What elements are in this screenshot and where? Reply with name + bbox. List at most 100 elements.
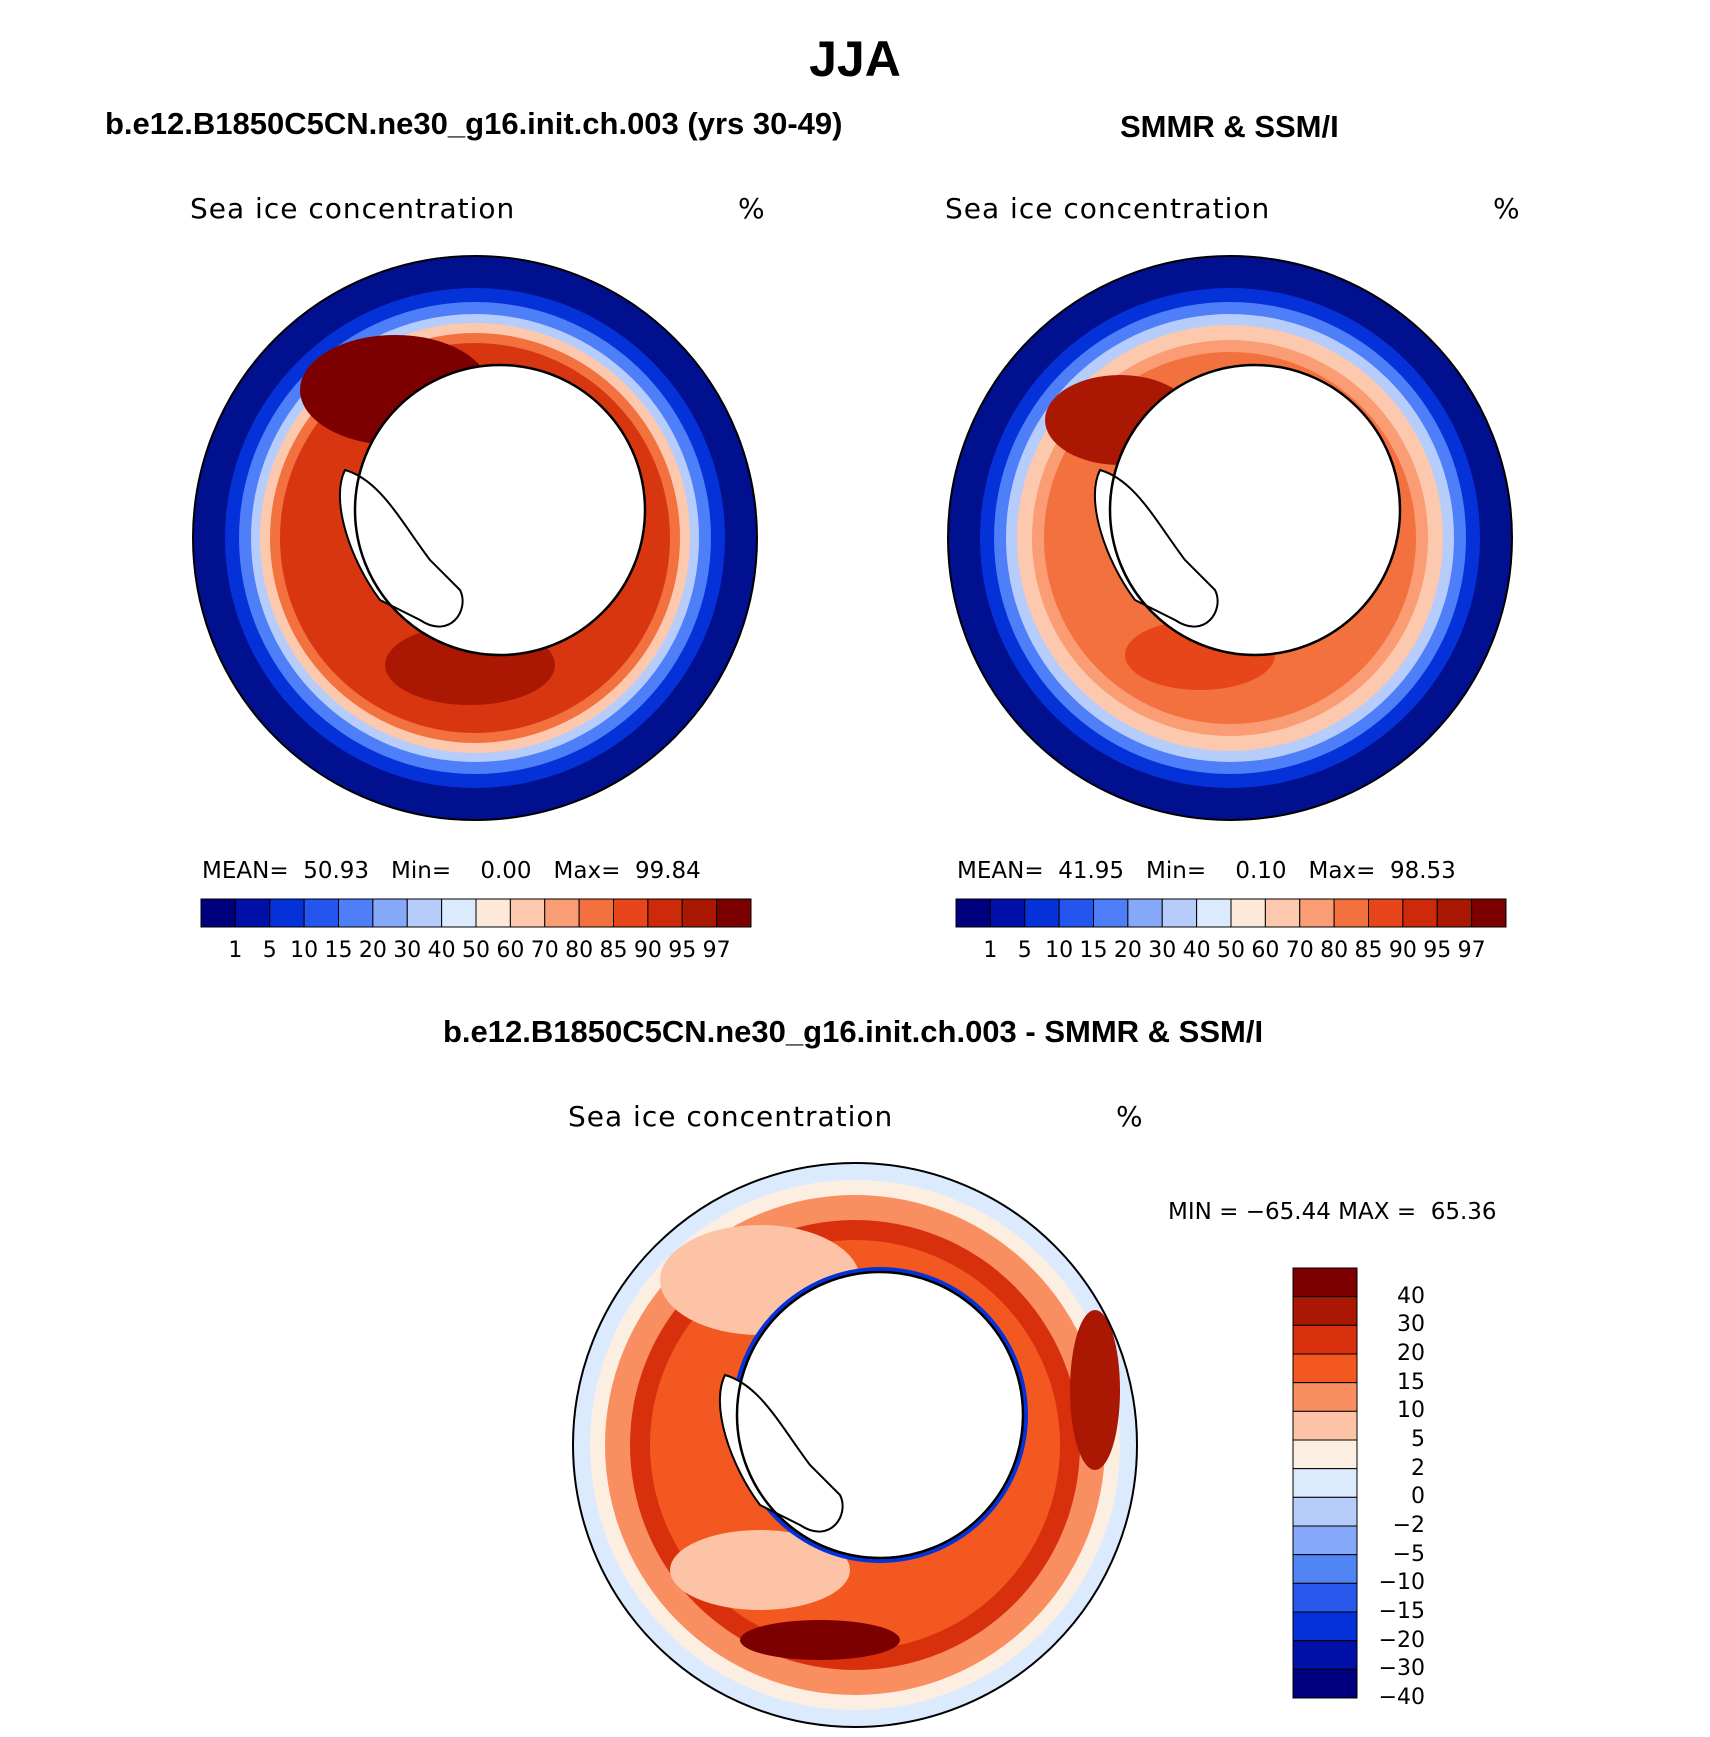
panel1-ice-band-40 xyxy=(251,314,699,762)
panel2-colorbar-box-11 xyxy=(1333,898,1369,928)
panel3-colorbar-tick-8: −2 xyxy=(1392,1513,1425,1538)
panel1-ice-band-85 xyxy=(270,333,680,743)
panel1-colorbar-box-8 xyxy=(475,898,511,928)
panel2-colorbar-tick-12: 90 xyxy=(1388,938,1417,963)
panel3-colorbar-tick-3: 15 xyxy=(1397,1369,1425,1395)
panel3-colorbar-box-12 xyxy=(1292,1611,1358,1642)
panel3-variable-label: Sea ice concentration xyxy=(568,1100,894,1133)
panel1-colorbar-box-9 xyxy=(509,898,546,928)
panel2-title: SMMR & SSM/I xyxy=(1120,109,1339,144)
panel2-colorbar-tick-10: 80 xyxy=(1320,938,1349,963)
panel1-title: b.e12.B1850C5CN.ne30_g16.init.ch.003 (yr… xyxy=(105,106,843,141)
panel3-title: b.e12.B1850C5CN.ne30_g16.init.ch.003 - S… xyxy=(443,1014,1264,1049)
panel1-colorbar-box-15 xyxy=(716,898,752,928)
panel3-colorbar-box-7 xyxy=(1292,1468,1358,1498)
panel1-stats: MEAN= 50.93 Min= 0.00 Max= 99.84 xyxy=(202,858,701,884)
panel2-units-label: % xyxy=(1493,192,1521,225)
panel2-continent-land xyxy=(1110,365,1400,655)
panel2-ice-band-1 xyxy=(948,256,1512,820)
figure-title: JJA xyxy=(809,31,901,87)
panel2-ice-band-85 xyxy=(1044,352,1416,724)
panel3-diff-band-0 xyxy=(590,1180,1120,1710)
panel1-colorbar-box-12 xyxy=(613,898,649,928)
panel2-colorbar-box-9 xyxy=(1264,898,1301,928)
panel2-max-value: 98.53 xyxy=(1389,858,1456,884)
panel2-colorbar-tick-9: 70 xyxy=(1285,938,1314,963)
panel1-colorbar-tick-9: 70 xyxy=(530,938,559,963)
panel3-coastal-negative xyxy=(732,1267,1028,1563)
panel3-colorbar-box-10 xyxy=(1292,1554,1358,1584)
panel3-weddell-low xyxy=(660,1225,860,1335)
panel3-indian-max xyxy=(1070,1310,1120,1470)
panel3-colorbar-box-1 xyxy=(1292,1296,1358,1326)
panel3-ross-edge-max xyxy=(740,1620,900,1660)
panel1-colorbar-tick-13: 95 xyxy=(668,938,697,963)
panel2-ice-band-5 xyxy=(980,288,1480,788)
panel1-colorbar-tick-0: 1 xyxy=(228,938,243,963)
panel3-colorbar-box-6 xyxy=(1292,1439,1358,1470)
panel3-colorbar-box-14 xyxy=(1292,1668,1358,1699)
panel2-coastline xyxy=(1108,363,1402,657)
panel2-colorbar-box-5 xyxy=(1127,898,1163,928)
panel2-ice-band-20 xyxy=(994,302,1466,774)
panel1-peninsula-outline xyxy=(338,468,464,628)
panel2-min-label: Min= xyxy=(1146,858,1207,884)
panel1-colorbar-tick-3: 15 xyxy=(324,938,353,963)
panel1-ice-band-1 xyxy=(193,256,757,820)
panel1-ice-band-5 xyxy=(225,288,725,788)
panel2-colorbar-box-2 xyxy=(1024,898,1060,928)
panel2-ice-band-80 xyxy=(1032,340,1428,736)
panel3-stats: MIN = −65.44 MAX = 65.36 xyxy=(1168,1199,1497,1225)
panel3-colorbar-box-5 xyxy=(1292,1410,1358,1441)
panel1-colorbar-tick-14: 97 xyxy=(702,938,731,963)
panel1-colorbar-box-10 xyxy=(544,898,580,928)
panel3-peninsula-outline xyxy=(718,1373,844,1533)
panel2-colorbar-tick-0: 1 xyxy=(983,938,998,963)
panel3-colorbar-tick-1: 30 xyxy=(1397,1312,1425,1338)
panel2-stats: MEAN= 41.95 Min= 0.10 Max= 98.53 xyxy=(957,858,1456,884)
panel1-colorbar-tick-8: 60 xyxy=(496,938,525,963)
panel1-colorbar-box-0 xyxy=(200,898,236,928)
panel3-min-label: MIN = xyxy=(1168,1199,1239,1225)
panel1-ice-band-90 xyxy=(280,343,670,733)
panel1-colorbar-tick-10: 80 xyxy=(565,938,594,963)
panel2-colorbar-tick-8: 60 xyxy=(1251,938,1280,963)
panel1-colorbar-tick-12: 90 xyxy=(633,938,662,963)
panel1-continent-land xyxy=(355,365,645,655)
panel3-colorbar-tick-10: −10 xyxy=(1378,1570,1425,1596)
panel2-ross-high xyxy=(1125,620,1275,690)
panel1-min-label: Min= xyxy=(391,858,452,884)
panel1-weddell-max xyxy=(300,335,490,445)
panel2-colorbar-box-7 xyxy=(1196,898,1232,928)
panel2-colorbar-box-4 xyxy=(1093,898,1129,928)
panel1-max-value: 99.84 xyxy=(634,858,701,884)
panel2-colorbar-tick-13: 95 xyxy=(1423,938,1452,963)
panel3-units-label: % xyxy=(1116,1100,1144,1133)
panel3-colorbar-box-2 xyxy=(1292,1324,1358,1355)
panel1-sea-ice-field xyxy=(193,256,757,820)
panel1-map-boundary xyxy=(192,255,758,821)
panel2-colorbar-tick-4: 20 xyxy=(1113,938,1142,963)
panel1-colorbar-box-1 xyxy=(234,898,271,928)
panel3-diff-band-10 xyxy=(605,1195,1105,1695)
panel2-mean-label: MEAN= xyxy=(957,858,1044,884)
panel1-ice-band-20 xyxy=(239,302,711,774)
panel1-min-value: 0.00 xyxy=(480,858,532,884)
panel1-max-label: Max= xyxy=(553,858,621,884)
panel2-colorbar-tick-14: 97 xyxy=(1457,938,1486,963)
panel3-colorbar xyxy=(1292,1267,1358,1699)
panel1-colorbar-box-14 xyxy=(681,898,718,928)
panel1-colorbar-box-4 xyxy=(338,898,374,928)
panel1-colorbar-box-2 xyxy=(269,898,305,928)
panel3-diff-band-30 xyxy=(630,1220,1080,1670)
panel2-colorbar-tick-1: 5 xyxy=(1017,938,1032,963)
panel3-colorbar-box-8 xyxy=(1292,1496,1358,1527)
panel2-colorbar-box-15 xyxy=(1471,898,1507,928)
panel1-colorbar-box-11 xyxy=(578,898,614,928)
panel1-coastline xyxy=(353,363,647,657)
panel2-colorbar-tick-6: 40 xyxy=(1182,938,1211,963)
panel1-colorbar-tick-4: 20 xyxy=(358,938,387,963)
panel3-colorbar-tick-11: −15 xyxy=(1378,1599,1425,1624)
panel2-colorbar-tick-3: 15 xyxy=(1079,938,1108,963)
panel1-colorbar-tick-2: 10 xyxy=(290,938,319,963)
